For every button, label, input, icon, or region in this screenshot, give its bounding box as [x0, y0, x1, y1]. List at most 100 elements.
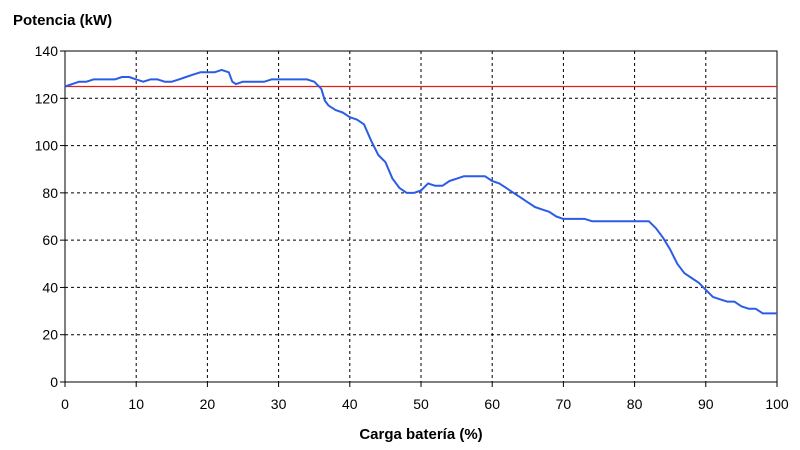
data-point	[442, 185, 444, 187]
data-point	[541, 209, 543, 211]
x-tick-label: 0	[61, 396, 69, 412]
data-point	[484, 176, 486, 178]
data-point	[399, 187, 401, 189]
data-point	[655, 228, 657, 230]
x-axis-title: Carga batería (%)	[359, 426, 482, 443]
data-point	[705, 289, 707, 291]
y-tick-label: 20	[42, 327, 58, 343]
data-point	[726, 301, 728, 303]
data-point	[299, 79, 301, 81]
data-point	[135, 79, 137, 81]
data-point	[456, 178, 458, 180]
data-point	[677, 263, 679, 265]
data-point	[228, 71, 230, 73]
y-tick-label: 60	[42, 232, 58, 248]
data-point	[406, 192, 408, 194]
data-point	[420, 190, 422, 192]
data-point	[385, 161, 387, 163]
data-point	[128, 76, 130, 78]
data-point	[242, 81, 244, 83]
data-point	[207, 71, 209, 73]
x-tick-label: 90	[698, 396, 714, 412]
data-point	[449, 180, 451, 182]
data-point	[392, 178, 394, 180]
x-tick-label: 70	[556, 396, 572, 412]
data-point	[499, 183, 501, 185]
data-point	[712, 296, 714, 298]
data-point	[548, 211, 550, 213]
data-point	[292, 79, 294, 81]
x-tick-label: 50	[413, 396, 429, 412]
data-point	[100, 79, 102, 81]
y-tick-label: 100	[35, 138, 59, 154]
x-tick-label: 100	[765, 396, 789, 412]
data-point	[641, 220, 643, 222]
x-tick-label: 60	[484, 396, 500, 412]
data-point	[306, 79, 308, 81]
data-point	[555, 216, 557, 218]
data-point	[377, 154, 379, 156]
data-point	[86, 81, 88, 83]
x-tick-label: 30	[271, 396, 287, 412]
data-point	[192, 74, 194, 76]
data-point	[321, 88, 323, 90]
data-point	[762, 313, 764, 315]
series-group	[64, 68, 777, 315]
data-point	[691, 277, 693, 279]
data-point	[121, 76, 123, 78]
data-point	[285, 79, 287, 81]
x-tick-labels: 0 10 20 30 40 50 60 70 80 90 100	[61, 396, 789, 412]
x-tick-label: 10	[128, 396, 144, 412]
data-point	[570, 218, 572, 220]
data-point	[335, 109, 337, 111]
data-point	[612, 220, 614, 222]
data-point	[662, 237, 664, 239]
data-point	[534, 206, 536, 208]
data-point	[199, 71, 201, 73]
data-point	[214, 71, 216, 73]
data-point	[698, 282, 700, 284]
data-point	[769, 313, 771, 315]
data-point	[413, 192, 415, 194]
data-point	[356, 119, 358, 121]
data-point	[324, 100, 326, 102]
data-point	[232, 81, 234, 83]
data-point	[278, 79, 280, 81]
data-point	[114, 79, 116, 81]
data-point	[477, 176, 479, 178]
data-point	[157, 79, 159, 81]
data-point	[256, 81, 258, 83]
x-tick-label: 40	[342, 396, 358, 412]
data-point	[185, 76, 187, 78]
data-point	[741, 306, 743, 308]
data-point	[370, 140, 372, 142]
data-point	[71, 83, 73, 85]
y-tick-label: 80	[42, 185, 58, 201]
data-point	[427, 183, 429, 185]
data-point	[349, 116, 351, 118]
y-tick-labels: 0 20 40 60 80 100 120 140	[35, 43, 59, 390]
data-point	[719, 298, 721, 300]
data-point	[669, 249, 671, 251]
data-point	[434, 185, 436, 187]
data-point	[513, 192, 515, 194]
data-point	[634, 220, 636, 222]
data-point	[93, 79, 95, 81]
data-point	[527, 202, 529, 204]
data-point	[78, 81, 80, 83]
data-point	[491, 180, 493, 182]
data-point	[620, 220, 622, 222]
data-point	[249, 81, 251, 83]
x-tick-label: 20	[200, 396, 216, 412]
data-point	[328, 105, 330, 107]
y-tick-label: 120	[35, 90, 59, 106]
data-point	[363, 123, 365, 125]
x-tick-label: 80	[627, 396, 643, 412]
data-point	[221, 69, 223, 71]
data-point	[748, 308, 750, 310]
data-point	[463, 176, 465, 178]
data-point	[520, 197, 522, 199]
data-point	[598, 220, 600, 222]
data-point	[171, 81, 173, 83]
data-point	[178, 79, 180, 81]
